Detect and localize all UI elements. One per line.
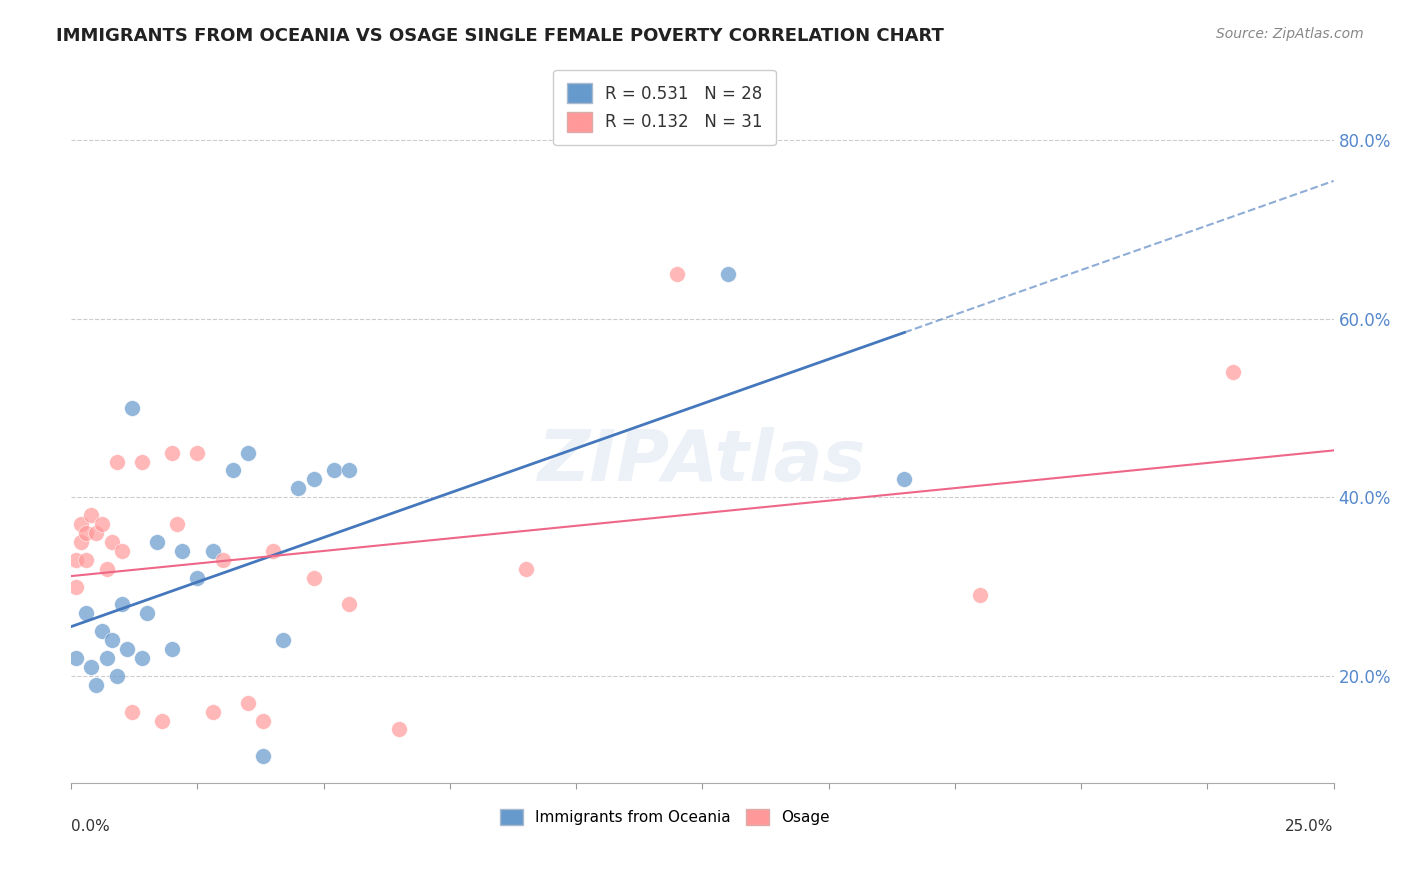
Point — [131, 454, 153, 468]
Point — [166, 516, 188, 531]
Point — [322, 463, 344, 477]
Point — [160, 642, 183, 657]
Point — [100, 535, 122, 549]
Point — [172, 544, 194, 558]
Point — [65, 580, 87, 594]
Point — [121, 401, 143, 415]
Point — [893, 472, 915, 486]
Point — [302, 571, 325, 585]
Point — [515, 562, 537, 576]
Text: Source: ZipAtlas.com: Source: ZipAtlas.com — [1216, 27, 1364, 41]
Point — [201, 705, 224, 719]
Point — [86, 525, 108, 540]
Legend: Immigrants from Oceania, Osage: Immigrants from Oceania, Osage — [492, 801, 837, 832]
Point — [717, 267, 740, 281]
Point — [1222, 365, 1244, 379]
Point — [96, 651, 118, 665]
Point — [146, 535, 169, 549]
Point — [70, 535, 93, 549]
Point — [65, 651, 87, 665]
Point — [201, 544, 224, 558]
Point — [90, 516, 112, 531]
Point — [75, 525, 97, 540]
Point — [70, 516, 93, 531]
Point — [160, 445, 183, 459]
Point — [222, 463, 245, 477]
Point — [65, 553, 87, 567]
Point — [131, 651, 153, 665]
Point — [111, 544, 134, 558]
Point — [111, 598, 134, 612]
Point — [186, 445, 208, 459]
Point — [100, 633, 122, 648]
Point — [252, 749, 274, 764]
Point — [105, 669, 128, 683]
Text: 25.0%: 25.0% — [1285, 819, 1334, 834]
Point — [75, 607, 97, 621]
Point — [337, 598, 360, 612]
Point — [388, 723, 411, 737]
Point — [150, 714, 173, 728]
Point — [236, 445, 259, 459]
Point — [90, 624, 112, 639]
Point — [302, 472, 325, 486]
Point — [969, 589, 991, 603]
Point — [337, 463, 360, 477]
Text: 0.0%: 0.0% — [72, 819, 110, 834]
Point — [287, 481, 309, 495]
Point — [262, 544, 284, 558]
Point — [136, 607, 159, 621]
Point — [96, 562, 118, 576]
Point — [105, 454, 128, 468]
Text: IMMIGRANTS FROM OCEANIA VS OSAGE SINGLE FEMALE POVERTY CORRELATION CHART: IMMIGRANTS FROM OCEANIA VS OSAGE SINGLE … — [56, 27, 943, 45]
Text: ZIPAtlas: ZIPAtlas — [538, 427, 866, 496]
Point — [273, 633, 295, 648]
Point — [236, 696, 259, 710]
Point — [80, 508, 103, 522]
Point — [75, 553, 97, 567]
Point — [252, 714, 274, 728]
Point — [121, 705, 143, 719]
Point — [80, 660, 103, 674]
Point — [211, 553, 233, 567]
Point — [86, 678, 108, 692]
Point — [186, 571, 208, 585]
Point — [115, 642, 138, 657]
Point — [666, 267, 689, 281]
